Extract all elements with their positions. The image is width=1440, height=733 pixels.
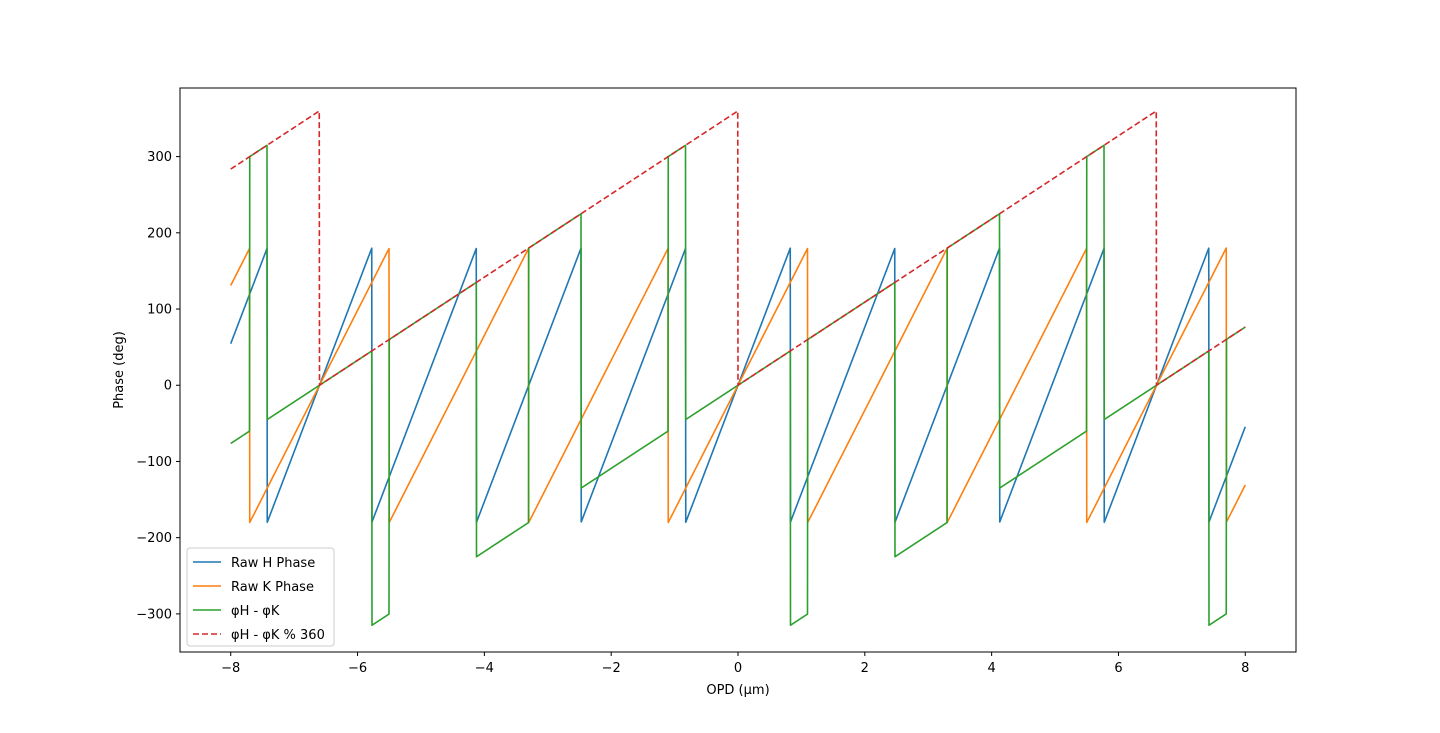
y-tick-label: 100 — [147, 303, 172, 318]
y-tick-label: 0 — [164, 379, 172, 394]
y-tick-label: −100 — [136, 455, 172, 470]
legend-label-diff: φH - φK — [231, 604, 280, 619]
y-tick-label: 300 — [147, 150, 172, 165]
y-tick-label: −200 — [136, 531, 172, 546]
y-tick-label: −300 — [136, 607, 172, 622]
y-tick-label: 200 — [147, 226, 172, 241]
series-line-mod — [230, 110, 1246, 387]
y-axis-ticks: −300 −200 −100 0 100 200 300 — [136, 150, 180, 622]
x-tick-label: −2 — [602, 661, 621, 676]
x-tick-label: 2 — [861, 661, 869, 676]
x-tick-label: −4 — [475, 661, 494, 676]
x-tick-label: 6 — [1114, 661, 1122, 676]
x-tick-label: 0 — [734, 661, 742, 676]
x-tick-label: 4 — [987, 661, 995, 676]
legend-label-H: Raw H Phase — [231, 556, 315, 571]
x-tick-label: 8 — [1241, 661, 1249, 676]
y-axis-label: Phase (deg) — [112, 331, 127, 409]
x-axis-label: OPD (μm) — [706, 683, 769, 698]
legend: Raw H Phase Raw K Phase φH - φK φH - φK % 3… — [186, 547, 335, 647]
legend-label-mod: φH - φK % 360 — [231, 628, 325, 643]
x-tick-label: −6 — [348, 661, 367, 676]
x-axis-ticks: −8 −6 −4 −2 0 2 4 6 8 — [221, 652, 1249, 676]
series-layer — [229, 110, 1247, 626]
legend-label-K: Raw K Phase — [231, 580, 314, 595]
x-tick-label: −8 — [221, 661, 240, 676]
legend-box — [186, 547, 335, 647]
